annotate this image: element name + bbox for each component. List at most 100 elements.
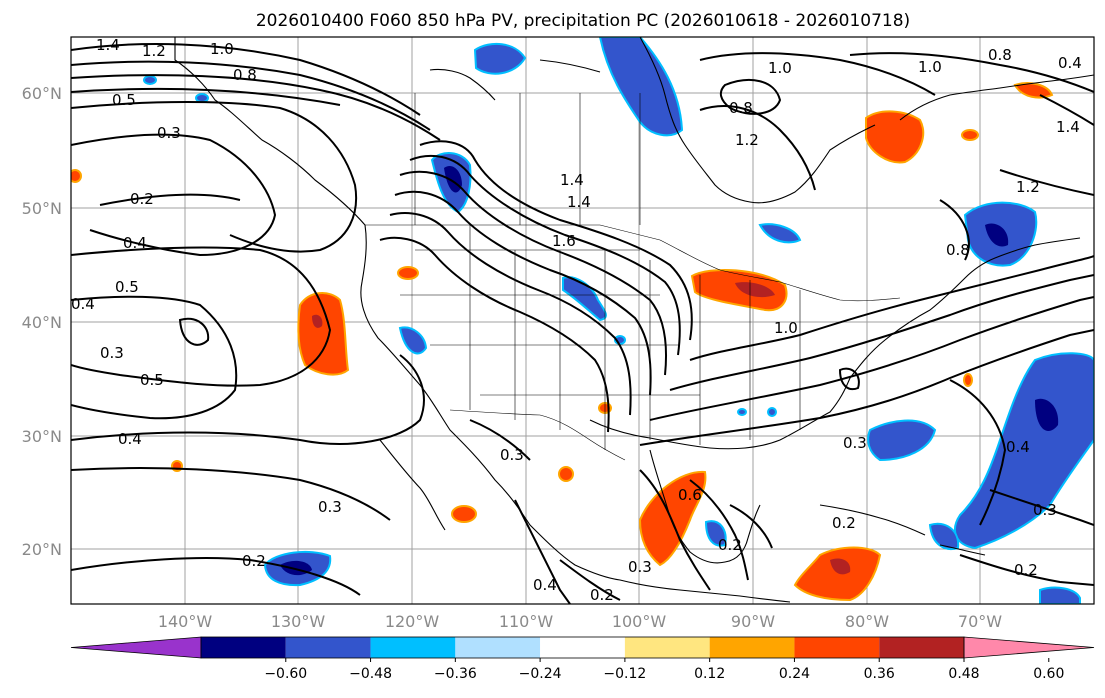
contour-label: 1.6	[552, 232, 576, 250]
precip-negative-atlantic	[954, 352, 1094, 550]
lon-label-140: 140°W	[158, 612, 213, 631]
colorbar-bin	[201, 637, 286, 658]
contour-0-2-yucatan	[729, 504, 773, 549]
colorbar-bin	[455, 637, 541, 658]
precip-positive-core-pacific	[312, 314, 323, 328]
precip-positive-small-2	[558, 466, 574, 482]
contour-1-0-ne	[699, 52, 936, 96]
contour-label: 0.3	[318, 498, 342, 516]
border-us-canada	[365, 224, 901, 302]
lon-label-130: 130°W	[271, 612, 326, 631]
map-area	[71, 37, 1094, 604]
lon-label-70: 70°W	[958, 612, 1002, 631]
contour-labels: 1.4 1.2 1.0 0.8 0.5 0.3 0.2 0.4 0.5 0.4 …	[71, 37, 1082, 604]
lat-label-40: 40°N	[22, 313, 62, 332]
lon-label-100: 100°W	[612, 612, 667, 631]
colorbar-bin	[540, 637, 625, 658]
precip-negative-southeast-us	[867, 419, 937, 462]
precip-positive-caribbean	[793, 546, 882, 602]
contour-0-2-atlantic	[959, 554, 1094, 586]
lat-label-50: 50°N	[22, 199, 62, 218]
contour-label: 0.2	[590, 586, 614, 604]
contour-closed-pacific	[178, 317, 210, 346]
border-us-states-h	[400, 249, 700, 396]
precip-negative-nw-territories	[598, 37, 684, 137]
colorbar-bin	[624, 637, 710, 658]
colorbar-tick-label: −0.60	[264, 666, 307, 682]
precip-negative-ontario	[758, 223, 802, 244]
colorbar-bin	[794, 637, 880, 658]
contour-0-5	[71, 101, 357, 253]
contour-label: 1.2	[735, 131, 759, 149]
contour-0-8-jet	[389, 212, 632, 416]
contour-label: 0.6	[678, 486, 702, 504]
precip-positive-labrador	[1013, 82, 1054, 99]
contour-1-2-north	[71, 60, 431, 131]
contour-label: 1.4	[560, 171, 584, 189]
precip-positive-small-8	[963, 373, 973, 387]
colorbar-tick-label: 0.60	[1033, 666, 1064, 682]
coastline-gulf-atlantic	[589, 237, 1081, 450]
coastline-arctic-islands-2	[539, 59, 601, 73]
contour-label: 1.0	[768, 59, 792, 77]
colorbar-tick-label: −0.48	[349, 666, 392, 682]
colorbar-bin	[709, 637, 795, 658]
contour-closed-southeast	[838, 367, 860, 390]
contour-0-8-east	[669, 274, 1094, 391]
precip-positive-core-lakes	[735, 282, 775, 298]
contour-1-0-far-ne	[849, 52, 1094, 93]
contour-label: 0.2	[1014, 561, 1038, 579]
precip-negative-yucatan	[704, 520, 727, 547]
contour-label: 0.4	[71, 295, 95, 313]
precip-negative-core-quebec	[985, 223, 1009, 247]
precip-positive-pacific-40n	[297, 292, 350, 376]
contour-label: 0.8	[946, 241, 970, 259]
contour-0-3-baja	[469, 419, 531, 461]
coastlines	[174, 37, 1094, 603]
contour-0-4-mexico	[514, 499, 571, 604]
contour-label: 1.0	[774, 319, 798, 337]
contour-0-6-east	[649, 296, 1094, 421]
latitude-labels: 60°N 50°N 40°N 30°N 20°N	[22, 84, 62, 559]
contour-label: 0.2	[718, 536, 742, 554]
contour-0-3-gulf	[689, 479, 749, 581]
lat-label-20: 20°N	[22, 540, 62, 559]
precip-negative-small-5	[737, 408, 747, 416]
colorbar-extend-high	[963, 636, 1095, 659]
contour-label: 0.3	[100, 344, 124, 362]
precip-negative-small-1	[143, 75, 157, 85]
map-frame	[70, 36, 1095, 605]
contour-label: 1.4	[1056, 118, 1080, 136]
lon-label-110: 110°W	[499, 612, 554, 631]
borders	[365, 93, 901, 461]
precip-positive-small-1	[397, 266, 419, 280]
contour-label: 0.3	[843, 434, 867, 452]
lon-label-80: 80°W	[845, 612, 889, 631]
precip-negative-core-atlantic	[1035, 398, 1059, 432]
contour-label: 1.2	[1016, 178, 1040, 196]
contour-label: 0.3	[157, 124, 181, 142]
precip-positive-small-3	[451, 505, 477, 523]
contour-label: 0.5	[112, 91, 136, 109]
colorbar-bin	[370, 637, 456, 658]
colorbar-outline	[200, 636, 965, 659]
contour-1-4-jet	[409, 154, 681, 356]
contour-label: 0.4	[533, 576, 557, 594]
precip-positive-core-caribbean	[830, 558, 851, 575]
contour-0-4-east	[639, 329, 1094, 446]
colorbar-extend-low	[70, 636, 202, 659]
coastline-mexico-gulf	[649, 449, 761, 564]
precip-negative-rockies	[562, 276, 607, 322]
contour-label: 0.5	[115, 278, 139, 296]
precip-negative-small-4	[767, 407, 777, 417]
contour-label: 1.0	[210, 40, 234, 58]
lon-label-90: 90°W	[731, 612, 775, 631]
coastline-hudson-bay	[639, 37, 876, 204]
colorbar-tick-label: 0.48	[948, 666, 979, 682]
precip-positive-hudson	[865, 110, 925, 164]
contour-label: 0.3	[500, 446, 524, 464]
colorbar-tick-label: −0.12	[603, 666, 646, 682]
contour-0-6-gulf	[639, 469, 711, 591]
